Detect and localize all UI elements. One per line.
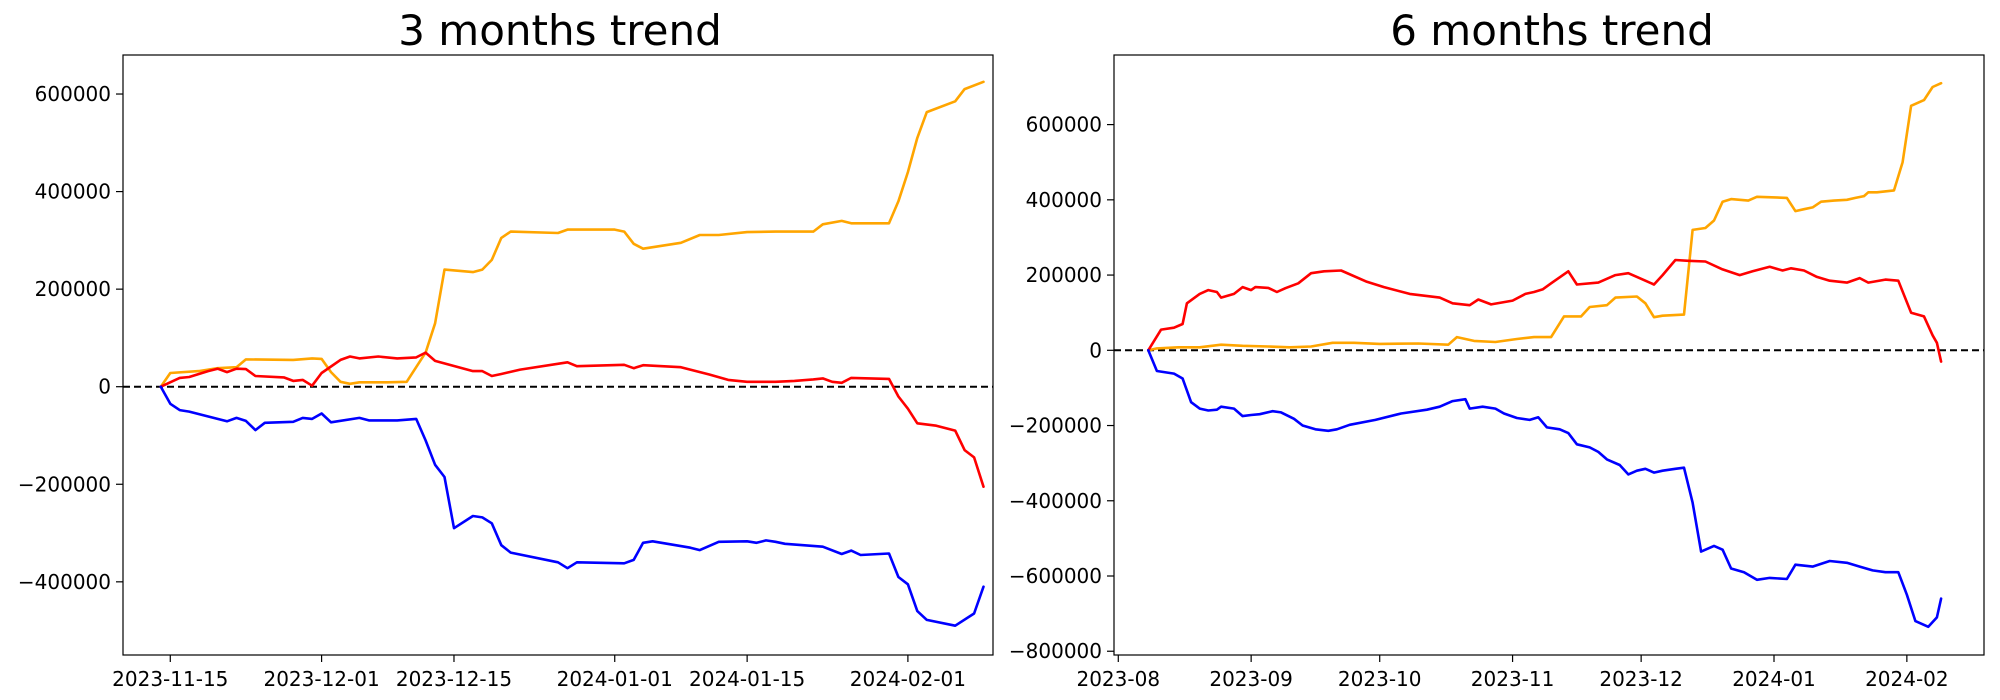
- series-line-3: [1147, 349, 1943, 629]
- x-tick-label: 2023-12-15: [396, 667, 512, 691]
- series-line-1: [159, 80, 985, 388]
- y-tick-label: −200000: [18, 472, 111, 496]
- chart-marks: −800000 −600000 −400000 −200000 0 200000 40000…: [1009, 54, 1985, 691]
- y-tick-label: 0: [98, 375, 111, 399]
- x-tick-label: 2023-10: [1338, 667, 1422, 691]
- y-tick-label: 200000: [35, 277, 111, 301]
- chart-title: 3 months trend: [398, 6, 722, 55]
- series-line-3: [159, 385, 985, 627]
- y-tick-label: 400000: [1026, 188, 1102, 212]
- x-tick-label: 2023-11-15: [112, 667, 228, 691]
- y-tick-label: −800000: [1009, 639, 1102, 663]
- series-line-2: [1147, 258, 1943, 363]
- x-tick-label: 2024-01-01: [557, 667, 673, 691]
- y-tick-label: −600000: [1009, 564, 1102, 588]
- x-tick-label: 2024-01: [1732, 667, 1816, 691]
- y-tick-label: 200000: [1026, 263, 1102, 287]
- chart-panel-6-months: 6 months trend −800000 −600000 −400000 −200…: [1009, 6, 1985, 691]
- y-tick-label: 0: [1089, 338, 1102, 362]
- x-tick-label: 2023-11: [1471, 667, 1555, 691]
- y-tick-label: −400000: [18, 570, 111, 594]
- x-tick-label: 2023-09: [1209, 667, 1293, 691]
- chart-title: 6 months trend: [1390, 6, 1714, 55]
- x-tick-label: 2023-12: [1599, 667, 1683, 691]
- y-tick-label: 400000: [35, 180, 111, 204]
- chart-panel-3-months: 3 months trend −400000 −200000 0 200000 4000…: [18, 6, 994, 691]
- x-tick-label: 2023-08: [1076, 667, 1160, 691]
- y-tick-label: −200000: [1009, 414, 1102, 438]
- series-line-1: [1147, 81, 1943, 352]
- x-tick-label: 2023-12-01: [263, 667, 379, 691]
- y-tick-label: 600000: [35, 82, 111, 106]
- y-tick-label: 600000: [1026, 113, 1102, 137]
- plot-frame: [1113, 54, 1985, 656]
- chart-marks: −400000 −200000 0 200000 400000 600000 2023-11…: [18, 54, 994, 691]
- x-tick-label: 2024-02: [1865, 667, 1949, 691]
- series-line-2: [159, 351, 985, 488]
- x-tick-label: 2024-01-15: [689, 667, 805, 691]
- y-tick-label: −400000: [1009, 489, 1102, 513]
- plot-frame: [122, 54, 994, 656]
- x-tick-label: 2024-02-01: [850, 667, 966, 691]
